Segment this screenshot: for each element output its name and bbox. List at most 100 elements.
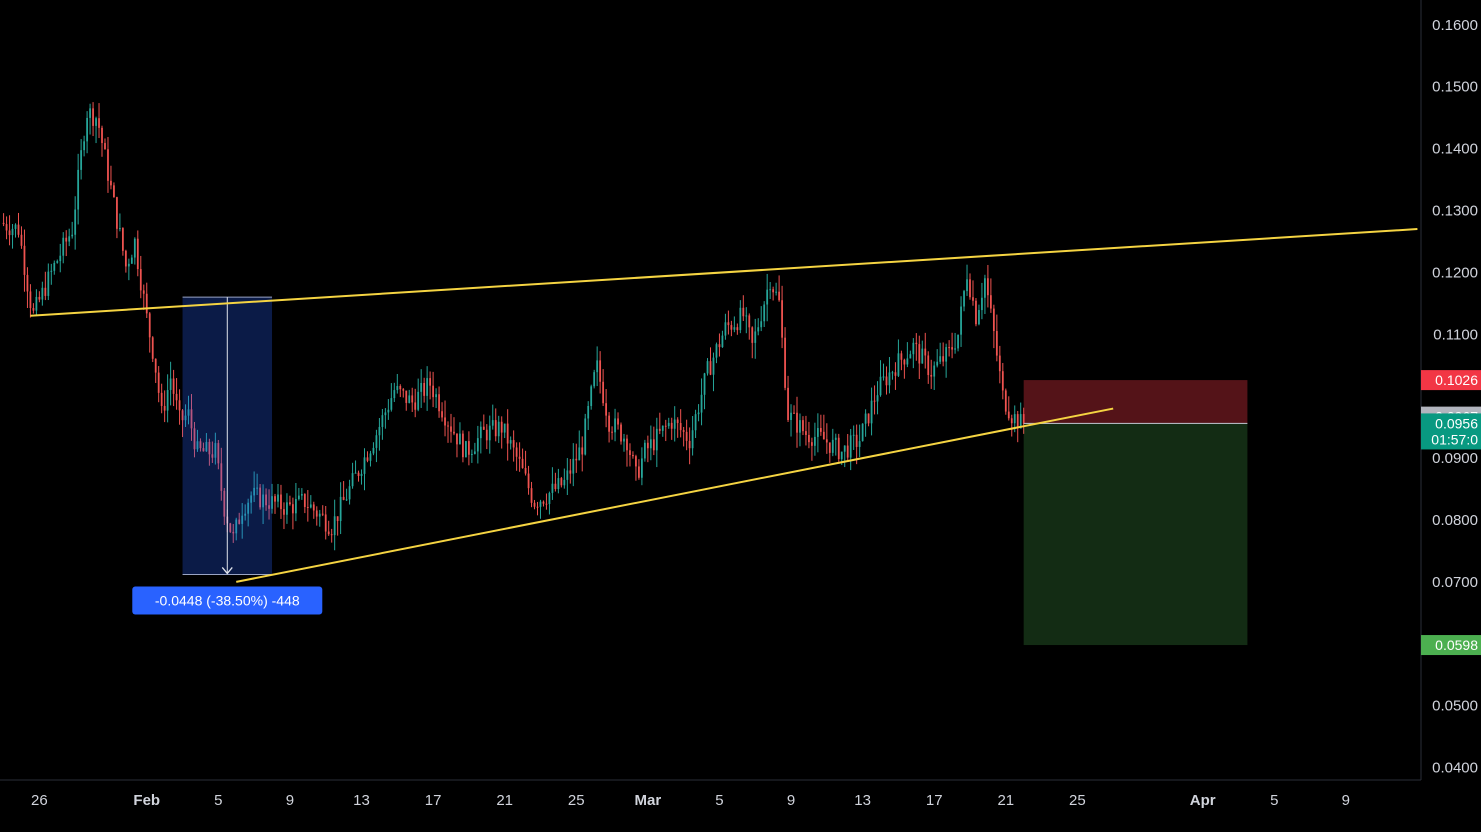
short-position-tool[interactable] [1023,380,1248,646]
candle [754,318,757,359]
lower-trendline[interactable] [236,407,1114,583]
candle [948,340,951,357]
candle [321,505,324,517]
candle [50,263,53,285]
candle [384,408,387,429]
candle [733,316,736,333]
candle [816,413,819,453]
candle [524,450,527,476]
candle [327,520,330,536]
candle [757,318,760,336]
candle [790,404,792,437]
candle [417,378,420,412]
candle [593,369,596,389]
candle [849,428,852,471]
candle [378,418,381,451]
candle [402,388,405,398]
candle [724,313,727,340]
candle [202,442,205,452]
price-tag-label: 0.1026 [1435,372,1478,388]
candle [68,228,71,247]
candle [617,412,619,430]
candle [217,439,220,470]
candle [92,102,94,137]
candle [545,493,548,510]
candle [444,400,446,437]
price-axis[interactable]: 0.1600 0.1500 0.1400 0.1300 0.1200 0.1100 0.09… [1432,17,1478,777]
price-axis-label: 0.1400 [1432,141,1478,158]
candle [605,389,607,428]
candle [318,509,321,527]
candle [539,499,542,519]
candle [864,409,867,437]
candle [467,431,470,466]
time-axis-label: 17 [926,792,943,809]
price-range-measure[interactable]: -0.0448 (-38.50%) -448 [132,296,323,615]
candle [390,383,393,412]
candle [262,484,264,525]
candle [632,451,634,459]
candle [32,303,35,314]
candle [494,408,497,442]
time-axis-label: 26 [31,792,48,809]
candle [915,333,918,361]
candle [963,289,965,312]
candle [77,153,80,225]
candle [265,488,267,511]
candle [533,499,536,510]
candle [873,385,876,415]
price-axis-label: 0.0800 [1432,512,1478,529]
candle [145,282,148,319]
candle [649,425,652,461]
candle [104,138,106,150]
time-axis-label: 5 [214,792,222,809]
candle [575,443,578,473]
candle [667,417,670,429]
candle [441,402,443,422]
candle [891,370,894,380]
upper-trendline[interactable] [30,228,1418,317]
candle [283,502,285,530]
trendlines[interactable] [30,228,1418,583]
time-axis[interactable]: 26 Feb 5 9 13 17 21 25 Mar 5 9 13 17 21 25 Apr 5 9 [31,792,1350,809]
candle [655,417,658,468]
take-profit-zone [1023,423,1248,646]
candle [411,387,414,412]
candles [2,102,1025,551]
candle [163,390,166,423]
candle [599,351,602,394]
candle [936,349,939,368]
candle [181,409,184,438]
candle [342,481,345,501]
candle [587,401,590,430]
candle [867,413,870,427]
candle [819,414,822,436]
candle [748,313,751,340]
candle [83,135,86,157]
candle [796,396,798,448]
candle [294,482,297,522]
candle [569,459,572,484]
candle [641,447,643,486]
candle [387,399,390,420]
candle [80,139,83,180]
candle [309,495,312,509]
time-axis-label: 9 [1342,792,1350,809]
candle [808,421,810,449]
candle [56,259,59,264]
candle [89,103,91,135]
candle [241,503,244,539]
candle [981,282,983,320]
candle [348,479,351,505]
candle [229,522,232,533]
candle [485,424,488,450]
candle [918,335,921,379]
candle [992,304,995,349]
candle [450,413,452,443]
candle [166,374,169,423]
candle [924,332,927,369]
candle [429,371,432,400]
candle [244,504,247,521]
